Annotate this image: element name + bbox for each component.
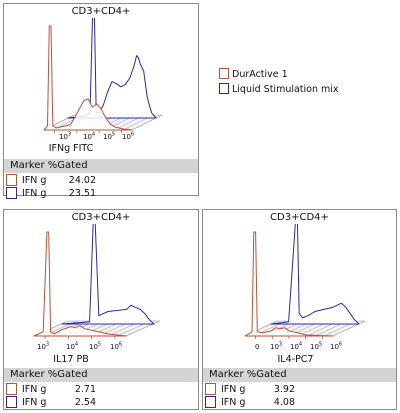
gate-table-row: IFN g 3.92 bbox=[203, 383, 396, 396]
series-color-swatch bbox=[205, 383, 216, 395]
percent-gated: 2.71 bbox=[74, 384, 96, 395]
marker-name: IFN g bbox=[221, 397, 246, 408]
gate-table-header: Marker %Gated bbox=[4, 368, 198, 382]
gate-table-row: IFN g 2.71 bbox=[4, 383, 198, 396]
panel-title: CD3+CD4+ bbox=[71, 212, 131, 223]
histogram-panel-il4: CD3+CD4+ 0 103 104 105 106 IL4-PC7 Marke… bbox=[202, 209, 397, 410]
series-color-swatch bbox=[6, 174, 17, 186]
legend-item-duractive: DurActive 1 bbox=[219, 68, 339, 83]
percent-gated: 23.51 bbox=[68, 188, 96, 199]
series-histogram bbox=[270, 224, 360, 325]
histogram-plot bbox=[244, 224, 366, 339]
series-histogram bbox=[244, 231, 334, 337]
x-tick-label: 105 bbox=[89, 341, 102, 351]
x-axis-label: IFNg FITC bbox=[48, 143, 94, 154]
x-tick-label: 103 bbox=[270, 341, 283, 351]
histogram-panel-ifng: CD3+CD4+ 103 104 105 106 IFNg FITC Marke… bbox=[3, 3, 199, 199]
x-tick-label: 104 bbox=[290, 341, 303, 351]
gate-table-row: IFN g 23.51 bbox=[4, 187, 198, 200]
gate-table-header: Marker %Gated bbox=[203, 368, 396, 382]
histogram-plot bbox=[33, 224, 161, 339]
x-axis-label: IL17 PB bbox=[53, 354, 89, 365]
series-histogram bbox=[43, 25, 133, 131]
x-tick-label: 106 bbox=[330, 341, 343, 351]
series-color-swatch bbox=[6, 383, 17, 395]
percent-gated: 24.02 bbox=[68, 175, 96, 186]
series-color-swatch bbox=[6, 396, 17, 408]
legend-swatch bbox=[219, 68, 229, 79]
chart-legend: DurActive 1 Liquid Stimulation mix bbox=[219, 68, 339, 98]
x-tick-label: 105 bbox=[103, 131, 116, 141]
series-histogram bbox=[61, 224, 155, 325]
marker-name: IFN g bbox=[22, 384, 47, 395]
marker-name: IFN g bbox=[22, 397, 47, 408]
grid-line bbox=[131, 114, 163, 131]
x-tick-label: 104 bbox=[83, 131, 96, 141]
marker-name: IFN g bbox=[221, 384, 246, 395]
series-color-swatch bbox=[205, 396, 216, 408]
series-histogram bbox=[67, 18, 157, 119]
series-color-swatch bbox=[6, 187, 17, 199]
panel-title: CD3+CD4+ bbox=[270, 212, 329, 223]
gate-table-header: Marker %Gated bbox=[4, 159, 198, 173]
x-tick-label: 104 bbox=[66, 341, 79, 351]
gate-table-row: IFN g 2.54 bbox=[4, 396, 198, 409]
x-tick-label: 105 bbox=[310, 341, 323, 351]
grid-line bbox=[332, 320, 366, 337]
x-tick-label: 103 bbox=[59, 131, 72, 141]
x-tick-label: 106 bbox=[122, 131, 135, 141]
x-tick-label: 0 bbox=[255, 343, 260, 351]
legend-swatch bbox=[219, 83, 229, 94]
x-axis-label: IL4-PC7 bbox=[277, 354, 314, 365]
percent-gated: 2.54 bbox=[74, 397, 96, 408]
x-tick-label: 106 bbox=[110, 341, 123, 351]
marker-name: IFN g bbox=[22, 175, 47, 186]
percent-gated: 4.08 bbox=[273, 397, 295, 408]
legend-label: Liquid Stimulation mix bbox=[232, 84, 339, 95]
legend-item-liquid-stimulation: Liquid Stimulation mix bbox=[219, 83, 339, 98]
series-histogram bbox=[33, 231, 127, 337]
x-tick-label: 103 bbox=[37, 341, 50, 351]
marker-name: IFN g bbox=[22, 188, 47, 199]
histogram-plot bbox=[43, 18, 163, 133]
gate-table-row: IFN g 4.08 bbox=[203, 396, 396, 409]
grid-line bbox=[125, 320, 161, 337]
histogram-panel-il17: CD3+CD4+ 103 104 105 106 IL17 PB Marker … bbox=[3, 209, 199, 410]
percent-gated: 3.92 bbox=[273, 384, 295, 395]
gate-table-row: IFN g 24.02 bbox=[4, 174, 198, 187]
legend-label: DurActive 1 bbox=[232, 69, 288, 80]
panel-title: CD3+CD4+ bbox=[71, 6, 131, 17]
